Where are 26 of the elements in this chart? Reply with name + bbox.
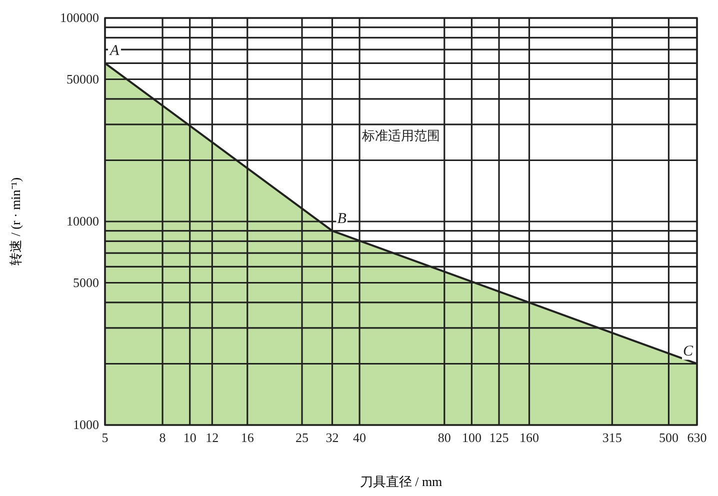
- x-tick-label: 315: [602, 430, 622, 446]
- x-tick-label: 160: [519, 430, 539, 446]
- y-tick-label: 1000: [73, 417, 99, 432]
- x-axis-title: 刀具直径 / mm: [360, 474, 442, 489]
- y-tick-label: 10000: [66, 214, 99, 229]
- x-tick-label: 80: [438, 430, 451, 446]
- x-tick-label: 12: [206, 430, 219, 446]
- y-tick-label: 50000: [66, 71, 99, 86]
- x-tick-label: 10: [183, 430, 196, 446]
- x-tick-label: 16: [240, 430, 254, 446]
- x-tick-label: 25: [296, 430, 309, 446]
- y-tick-label: 5000: [73, 274, 99, 290]
- y-axis-title: 转速 / (r · min⁻¹): [8, 177, 23, 266]
- annotation: C: [682, 344, 694, 360]
- x-tick-label: 125: [489, 430, 509, 446]
- annotation: 标准适用范围: [361, 128, 440, 144]
- annotation: B: [337, 210, 346, 227]
- x-tick-label: 32: [326, 430, 339, 446]
- y-tick-label: 100000: [60, 10, 99, 26]
- x-tick-label: 5: [102, 430, 108, 446]
- x-tick-label: 40: [353, 430, 366, 446]
- annotation: A: [109, 43, 120, 60]
- x-tick-label: 8: [159, 430, 166, 446]
- x-tick-label: 500: [658, 430, 678, 446]
- x-tick-label: 100: [462, 430, 482, 446]
- x-tick-label: 630: [687, 430, 707, 446]
